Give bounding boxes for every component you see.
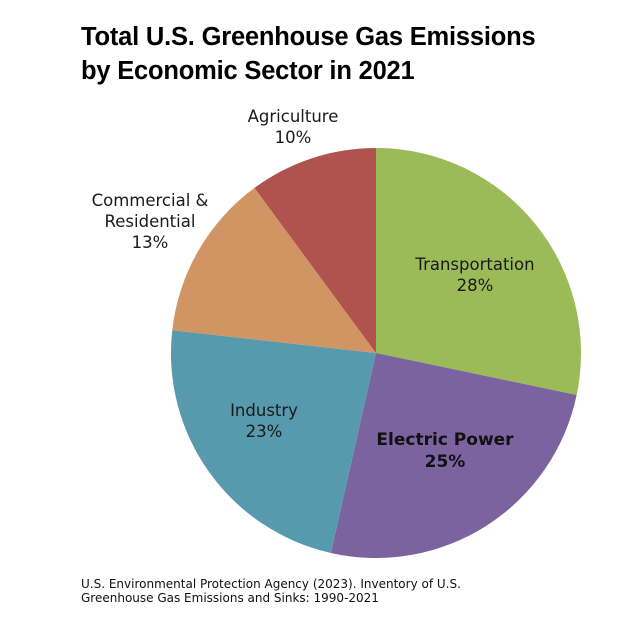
pie-slice-industry [170,330,376,553]
label-electric-power-name: Electric Power [376,430,514,450]
label-commercial-residential-value: 13% [131,233,169,252]
label-agriculture-name: Agriculture [247,107,339,126]
label-industry-value: 23% [245,422,283,441]
label-electric-power: Electric Power 25% [376,429,513,473]
label-industry-name: Industry [230,401,298,420]
label-commercial-residential: Commercial & Residential 13% [92,190,209,253]
pie-slice-agriculture [254,148,376,353]
source-line-1: U.S. Environmental Protection Agency (20… [81,577,461,591]
label-electric-power-value: 25% [424,452,466,472]
pie-slice-transportation [376,148,581,395]
label-transportation-name: Transportation [415,255,535,274]
source-citation: U.S. Environmental Protection Agency (20… [81,577,461,605]
label-commercial-residential-name-1: Commercial & [91,191,209,210]
label-industry: Industry 23% [230,400,298,442]
chart-title: Total U.S. Greenhouse Gas Emissions by E… [81,20,536,88]
source-line-2: Greenhouse Gas Emissions and Sinks: 1990… [81,591,379,605]
chart-title-line-1: Total U.S. Greenhouse Gas Emissions [81,23,536,51]
label-commercial-residential-name-2: Residential [104,212,196,231]
pie-slices [170,148,581,558]
label-transportation: Transportation 28% [415,254,534,296]
label-agriculture-value: 10% [274,128,312,147]
label-transportation-value: 28% [456,276,494,295]
label-agriculture: Agriculture 10% [248,106,339,148]
pie-slice-electric-power [330,353,577,558]
chart-title-line-2: by Economic Sector in 2021 [81,57,415,85]
pie-slice-commercial-residential [172,187,376,353]
